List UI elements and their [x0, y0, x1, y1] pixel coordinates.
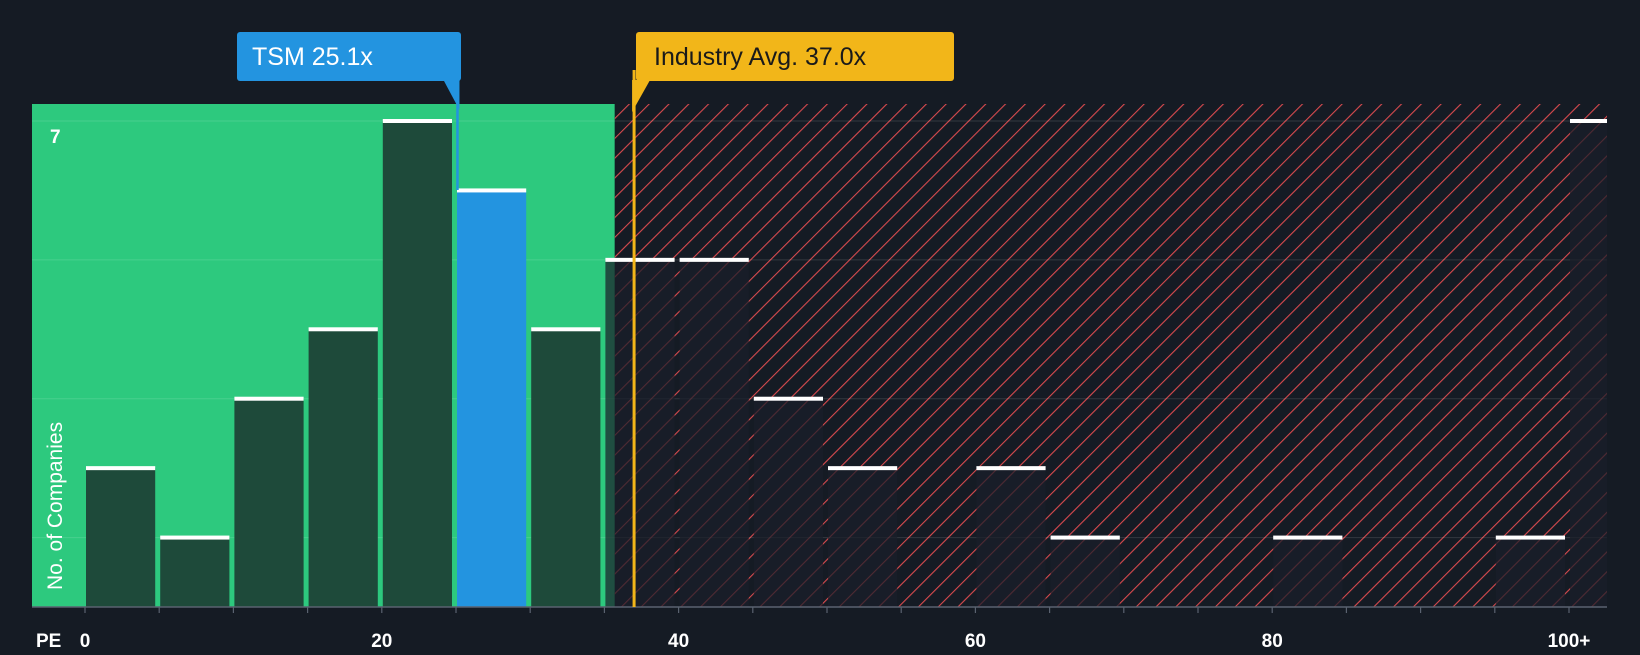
x-tick-label: 80	[1262, 631, 1283, 650]
bar-cap	[1495, 535, 1565, 540]
x-tick-label: 0	[80, 631, 91, 650]
x-axis-label: PE	[36, 631, 61, 650]
company-pointer	[443, 80, 460, 110]
bar	[234, 398, 304, 607]
x-tick-label: 20	[371, 631, 392, 650]
bar	[160, 537, 230, 607]
bar	[382, 121, 452, 607]
bar	[1050, 537, 1120, 607]
bar-cap	[976, 466, 1046, 471]
bar-cap	[86, 466, 156, 471]
bar-cap	[605, 257, 675, 262]
bar	[1570, 121, 1607, 607]
y-axis-label: No. of Companies	[44, 422, 67, 590]
company-label: TSM 25.1x	[252, 43, 373, 71]
bar-cap	[1273, 535, 1343, 540]
bar-cap	[753, 396, 823, 401]
bar-cap	[1570, 119, 1607, 123]
bar	[531, 329, 601, 607]
bar-highlighted	[457, 190, 527, 607]
bar-cap	[457, 188, 527, 193]
bar	[605, 259, 675, 607]
bar	[976, 468, 1046, 607]
bar	[86, 468, 156, 607]
bar-cap	[828, 466, 898, 471]
industry-avg-badge	[636, 32, 954, 81]
bar-cap	[160, 535, 230, 540]
y-tick-label: 7	[50, 127, 61, 148]
bar-cap	[382, 119, 452, 123]
bar-cap	[308, 327, 378, 332]
company-badge	[237, 32, 461, 81]
bar-cap	[531, 327, 601, 332]
bar	[679, 259, 749, 607]
bar-cap	[1050, 535, 1120, 540]
bar	[308, 329, 378, 607]
x-tick-label: 60	[965, 631, 986, 650]
bar	[828, 468, 898, 607]
bar	[1273, 537, 1343, 607]
industry-avg-pointer	[632, 80, 651, 112]
x-tick-label: 100+	[1548, 631, 1591, 650]
industry-avg-label: Industry Avg. 37.0x	[654, 43, 867, 71]
bar	[1495, 537, 1565, 607]
bar	[753, 398, 823, 607]
x-tick-label: 40	[668, 631, 689, 650]
bar-cap	[679, 257, 749, 262]
bar-cap	[234, 396, 304, 401]
